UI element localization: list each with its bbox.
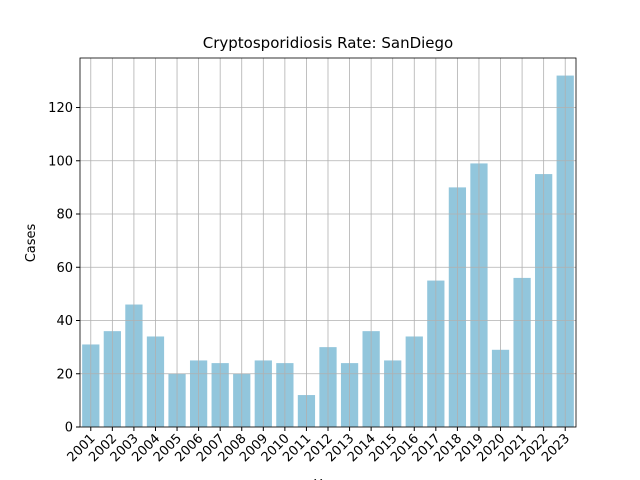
y-tick-label: 0 [65, 421, 73, 436]
chart-title: Cryptosporidiosis Rate: SanDiego [203, 34, 453, 52]
y-tick-label: 120 [48, 101, 73, 116]
y-tick-label: 40 [56, 314, 73, 329]
y-axis-label: Cases [24, 223, 39, 262]
y-tick-label: 60 [56, 261, 73, 276]
y-tick-label: 100 [48, 154, 73, 169]
y-tick-label: 80 [56, 208, 73, 223]
x-axis-label: Year [313, 478, 342, 480]
y-tick-label: 20 [56, 367, 73, 382]
plot-frame [79, 57, 577, 428]
